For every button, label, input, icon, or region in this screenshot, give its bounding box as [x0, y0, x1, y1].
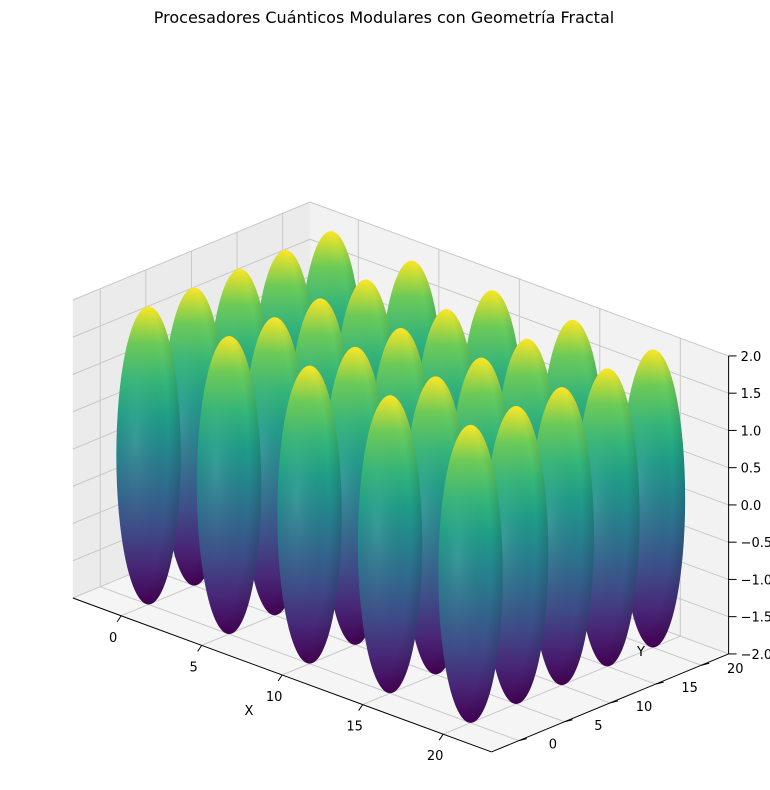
- module-shading: [196, 336, 262, 635]
- module-ellipsoid: [277, 365, 342, 664]
- module-ellipsoid: [438, 424, 503, 723]
- x-tick-mark: [277, 674, 283, 682]
- z-tick-label: 0.0: [741, 499, 762, 514]
- y-tick-mark: [518, 738, 527, 742]
- z-gridline-side: [72, 201, 311, 301]
- module-ellipsoid: [196, 336, 262, 635]
- x-axis-label: X: [245, 704, 254, 719]
- module-shading: [357, 395, 423, 694]
- z-tick-label: 1.5: [741, 387, 762, 402]
- x-tick-label: 15: [346, 720, 363, 735]
- x-tick-label: 10: [266, 690, 283, 705]
- x-tick-mark: [116, 615, 122, 623]
- y-tick-label: 0: [549, 738, 557, 753]
- y-tick-label: 5: [594, 719, 602, 734]
- z-tick-label: 0.5: [741, 462, 762, 477]
- z-tick-label: 1.0: [741, 424, 762, 439]
- x-tick-mark: [358, 704, 364, 711]
- z-tick-label: 2.0: [741, 350, 762, 365]
- modules-series: [116, 231, 686, 723]
- tick-labels: 0510152005101520−2.0−1.5−1.0−0.50.00.51.…: [109, 350, 770, 764]
- y-tick-mark: [564, 719, 573, 723]
- module-shading: [277, 365, 342, 664]
- z-tick-label: −0.5: [741, 536, 770, 551]
- y-tick-mark: [655, 681, 664, 685]
- x-tick-mark: [438, 733, 444, 741]
- y-tick-label: 10: [636, 700, 653, 715]
- module-ellipsoid: [357, 395, 423, 694]
- z-gridline-back: [309, 201, 729, 357]
- x-tick-label: 20: [427, 749, 444, 764]
- y-tick-mark: [701, 662, 710, 666]
- z-tick-label: −1.0: [741, 573, 770, 588]
- y-gridline-floor: [100, 586, 520, 742]
- z-tick-label: −2.0: [741, 648, 770, 663]
- x-tick-label: 5: [190, 660, 198, 675]
- x-tick-label: 0: [109, 631, 117, 646]
- module-shading: [116, 306, 181, 605]
- y-tick-label: 20: [727, 662, 744, 677]
- y-tick-label: 15: [681, 681, 698, 696]
- module-shading: [438, 424, 503, 723]
- y-tick-mark: [609, 700, 619, 704]
- z-tick-label: −1.5: [741, 611, 770, 626]
- y-axis-label: Y: [636, 645, 645, 660]
- module-ellipsoid: [116, 306, 181, 605]
- x-tick-mark: [197, 645, 203, 652]
- chart-title: Procesadores Cuánticos Modulares con Geo…: [154, 8, 614, 27]
